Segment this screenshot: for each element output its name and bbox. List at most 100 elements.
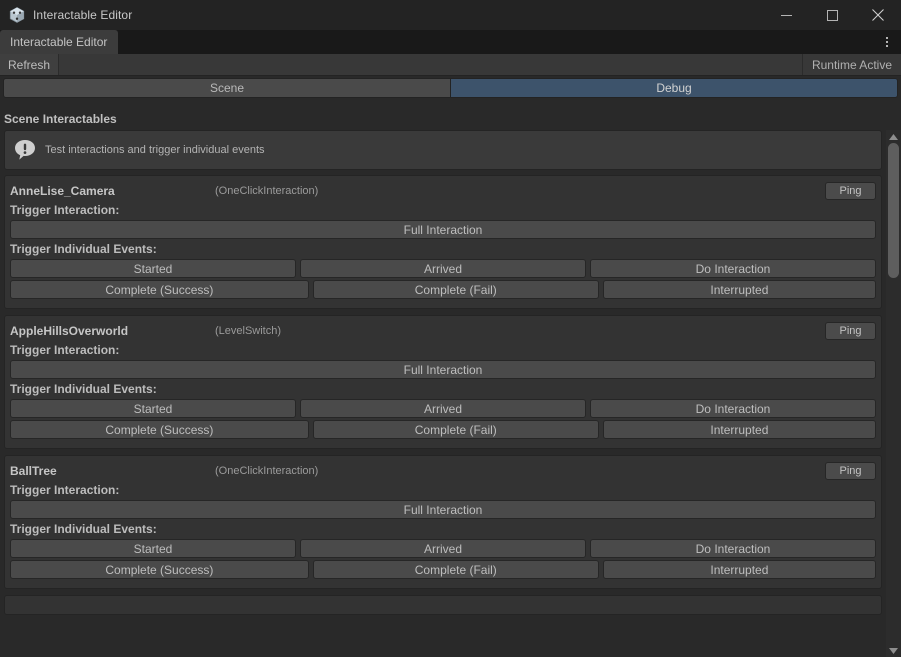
- interactable-card-partial: [4, 595, 882, 615]
- card-header: AnneLise_Camera (OneClickInteraction) Pi…: [10, 181, 876, 200]
- interactables-scroll-view: Test interactions and trigger individual…: [0, 130, 886, 657]
- vertical-scrollbar[interactable]: [886, 130, 901, 657]
- event-button-row: Started Arrived Do Interaction: [10, 259, 876, 278]
- scroll-up-arrow-icon[interactable]: [886, 130, 901, 143]
- interactable-card: AppleHillsOverworld (LevelSwitch) Ping T…: [4, 315, 882, 449]
- event-button-label: Interrupted: [710, 562, 769, 577]
- event-button-label: Interrupted: [710, 422, 769, 437]
- event-arrived-button[interactable]: Arrived: [300, 259, 586, 278]
- tab-interactable-editor[interactable]: Interactable Editor: [0, 30, 119, 54]
- event-do-interaction-button[interactable]: Do Interaction: [590, 399, 876, 418]
- event-button-label: Do Interaction: [695, 541, 771, 556]
- card-header: AppleHillsOverworld (LevelSwitch) Ping: [10, 321, 876, 340]
- interactable-card: AnneLise_Camera (OneClickInteraction) Pi…: [4, 175, 882, 309]
- trigger-interaction-label: Trigger Interaction:: [10, 483, 120, 497]
- interactable-name: AnneLise_Camera: [10, 183, 115, 198]
- trigger-interaction-label: Trigger Interaction:: [10, 203, 120, 217]
- window-title: Interactable Editor: [33, 8, 133, 22]
- runtime-status-label: Runtime Active: [811, 57, 892, 72]
- tab-debug-label: Debug: [656, 81, 692, 95]
- event-button-label: Started: [133, 261, 173, 276]
- trigger-individual-events-label: Trigger Individual Events:: [10, 242, 157, 256]
- kebab-menu-icon[interactable]: [877, 30, 897, 54]
- event-button-label: Started: [133, 401, 173, 416]
- toolbar-spacer: [59, 54, 802, 75]
- tab-scene[interactable]: Scene: [3, 78, 451, 98]
- full-interaction-label: Full Interaction: [403, 222, 483, 237]
- ping-button[interactable]: Ping: [825, 321, 876, 340]
- window-titlebar: Interactable Editor: [0, 0, 901, 30]
- ping-button[interactable]: Ping: [825, 461, 876, 480]
- event-button-label: Complete (Success): [105, 282, 214, 297]
- tab-debug[interactable]: Debug: [451, 78, 898, 98]
- content-area: Scene Interactables Test interactions an…: [0, 106, 901, 657]
- scrollbar-track[interactable]: [886, 143, 901, 644]
- event-interrupted-button[interactable]: Interrupted: [602, 420, 876, 439]
- full-interaction-button[interactable]: Full Interaction: [10, 360, 876, 379]
- info-bubble-icon: [15, 140, 35, 160]
- interactable-type: (OneClickInteraction): [215, 184, 319, 197]
- event-button-row: Complete (Success) Complete (Fail) Inter…: [10, 280, 876, 299]
- event-button-label: Arrived: [423, 541, 462, 556]
- tab-label: Interactable Editor: [10, 35, 108, 49]
- ping-label: Ping: [839, 184, 862, 197]
- event-button-label: Complete (Fail): [414, 562, 497, 577]
- trigger-individual-events-label: Trigger Individual Events:: [10, 382, 157, 396]
- tab-scene-label: Scene: [209, 81, 245, 95]
- interactable-type: (OneClickInteraction): [215, 464, 319, 477]
- event-button-label: Do Interaction: [695, 401, 771, 416]
- full-interaction-button[interactable]: Full Interaction: [10, 220, 876, 239]
- full-interaction-label: Full Interaction: [403, 502, 483, 517]
- event-button-row: Started Arrived Do Interaction: [10, 399, 876, 418]
- editor-tabstrip: Interactable Editor: [0, 30, 901, 54]
- event-complete-success-button[interactable]: Complete (Success): [10, 420, 309, 439]
- runtime-status-badge: Runtime Active: [801, 54, 901, 75]
- event-button-label: Interrupted: [710, 282, 769, 297]
- full-interaction-button[interactable]: Full Interaction: [10, 500, 876, 519]
- event-complete-fail-button[interactable]: Complete (Fail): [312, 420, 599, 439]
- interactable-name: BallTree: [10, 463, 57, 478]
- scroll-down-arrow-icon[interactable]: [886, 644, 901, 657]
- event-button-label: Arrived: [423, 261, 462, 276]
- event-button-label: Do Interaction: [695, 261, 771, 276]
- close-button[interactable]: [855, 0, 901, 30]
- event-arrived-button[interactable]: Arrived: [300, 399, 586, 418]
- refresh-button[interactable]: Refresh: [0, 54, 60, 75]
- event-complete-success-button[interactable]: Complete (Success): [10, 560, 309, 579]
- section-title: Scene Interactables: [4, 112, 117, 126]
- event-started-button[interactable]: Started: [10, 539, 296, 558]
- trigger-interaction-label: Trigger Interaction:: [10, 343, 120, 357]
- unity-cube-icon: [9, 7, 25, 23]
- editor-toolbar: Refresh Runtime Active: [0, 54, 901, 76]
- event-do-interaction-button[interactable]: Do Interaction: [590, 259, 876, 278]
- event-interrupted-button[interactable]: Interrupted: [602, 280, 876, 299]
- event-button-label: Started: [133, 541, 173, 556]
- scrollbar-thumb[interactable]: [888, 143, 899, 278]
- event-complete-fail-button[interactable]: Complete (Fail): [312, 280, 599, 299]
- event-button-label: Complete (Success): [105, 562, 214, 577]
- event-button-row: Complete (Success) Complete (Fail) Inter…: [10, 420, 876, 439]
- interactable-card: BallTree (OneClickInteraction) Ping Trig…: [4, 455, 882, 589]
- mode-tabbar: Scene Debug: [3, 78, 898, 98]
- card-header: BallTree (OneClickInteraction) Ping: [10, 461, 876, 480]
- event-button-label: Complete (Fail): [414, 422, 497, 437]
- event-arrived-button[interactable]: Arrived: [300, 539, 586, 558]
- interactable-type: (LevelSwitch): [215, 324, 282, 337]
- event-complete-fail-button[interactable]: Complete (Fail): [312, 560, 599, 579]
- event-button-label: Complete (Fail): [414, 282, 497, 297]
- event-complete-success-button[interactable]: Complete (Success): [10, 280, 309, 299]
- interactable-name: AppleHillsOverworld: [10, 323, 129, 338]
- ping-label: Ping: [839, 464, 862, 477]
- refresh-label: Refresh: [8, 57, 51, 72]
- event-started-button[interactable]: Started: [10, 259, 296, 278]
- event-do-interaction-button[interactable]: Do Interaction: [590, 539, 876, 558]
- ping-label: Ping: [839, 324, 862, 337]
- event-interrupted-button[interactable]: Interrupted: [602, 560, 876, 579]
- ping-button[interactable]: Ping: [825, 181, 876, 200]
- full-interaction-label: Full Interaction: [403, 362, 483, 377]
- maximize-button[interactable]: [809, 0, 855, 30]
- event-started-button[interactable]: Started: [10, 399, 296, 418]
- event-button-label: Arrived: [423, 401, 462, 416]
- event-button-label: Complete (Success): [105, 422, 214, 437]
- minimize-button[interactable]: [763, 0, 809, 30]
